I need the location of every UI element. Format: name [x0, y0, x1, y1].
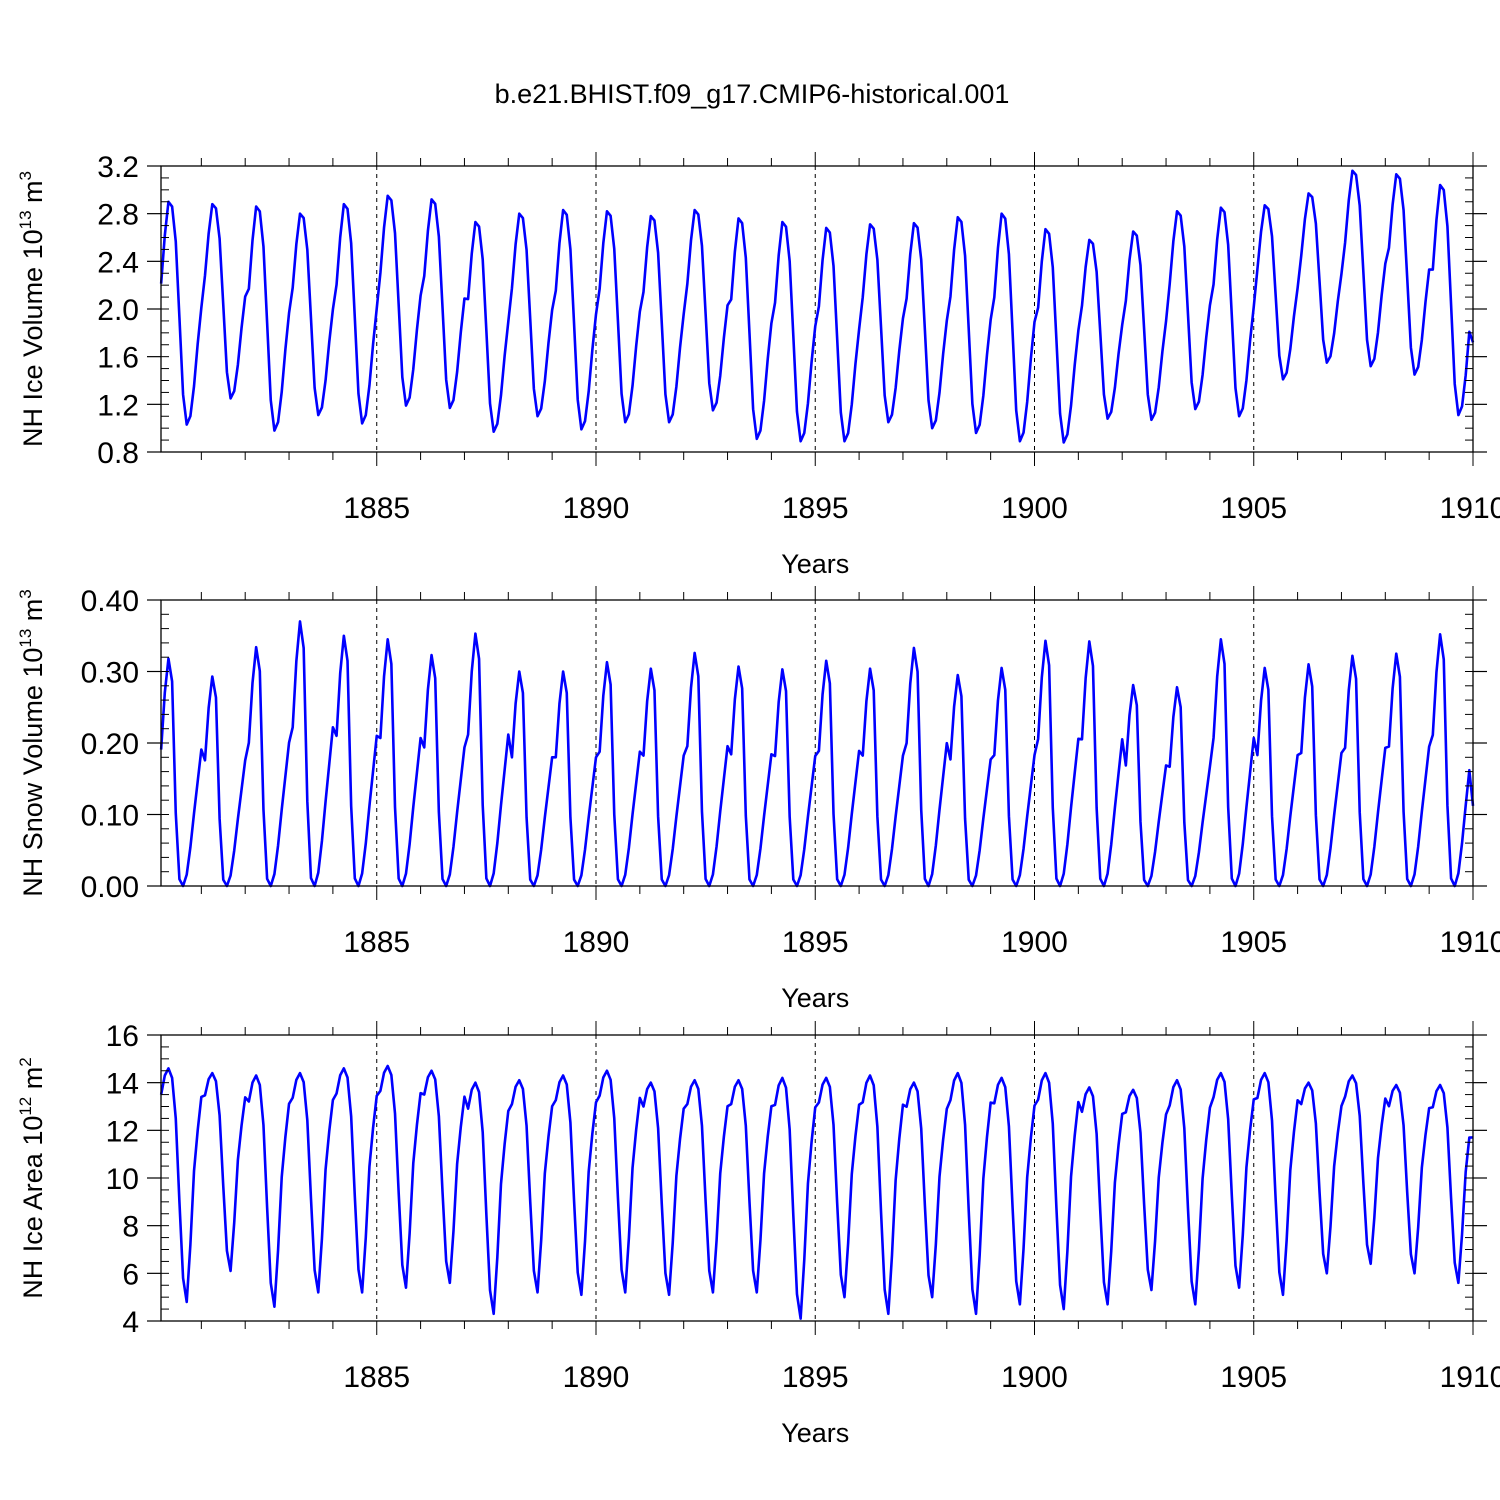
- x-tick-label: 1885: [343, 926, 410, 959]
- x-tick-label: 1910: [1440, 1361, 1500, 1394]
- x-tick-label: 1890: [563, 926, 630, 959]
- series-line: [159, 169, 1475, 444]
- x-tick-label: 1905: [1220, 1361, 1287, 1394]
- snow-volume-panel: 0.00 0.10 0.20 0.30 0.40 1885 1890 1895 1900 1905…: [16, 585, 1500, 1013]
- x-tick-label: 1895: [782, 492, 849, 525]
- y-tick-label: 16: [106, 1020, 139, 1053]
- x-tick-label: 1890: [563, 492, 630, 525]
- y-tick-label: 0.40: [81, 585, 139, 618]
- y-tick-label: 0.30: [81, 657, 139, 690]
- y-axis-title: NH Ice Area 1012 m2: [16, 1057, 48, 1298]
- x-axis-title: Years: [781, 1418, 849, 1448]
- x-axis-title: Years: [781, 983, 849, 1013]
- y-tick-label: 0.20: [81, 728, 139, 761]
- x-axis-title: Years: [781, 549, 849, 579]
- y-tick-label: 14: [106, 1068, 139, 1101]
- y-tick-label: 12: [106, 1115, 139, 1148]
- y-tick-label: 4: [122, 1306, 139, 1339]
- series-line: [159, 620, 1475, 888]
- ice-volume-panel: 0.8 1.2 1.6 2.0 2.4 2.8 3.2 1885 1890 1895 1900 190…: [16, 151, 1500, 579]
- y-tick-label: 2.4: [97, 246, 139, 279]
- y-tick-label: 1.6: [97, 342, 139, 375]
- y-tick-label: 0.8: [97, 437, 139, 470]
- y-tick-label: 0.10: [81, 800, 139, 833]
- y-tick-label: 1.2: [97, 389, 139, 422]
- x-tick-label: 1885: [343, 492, 410, 525]
- y-axis-title: NH Ice Volume 1013 m3: [16, 171, 48, 447]
- plot-frame: [160, 1034, 1474, 1322]
- x-tick-label: 1895: [782, 926, 849, 959]
- y-tick-label: 10: [106, 1163, 139, 1196]
- x-tick-label: 1900: [1001, 926, 1068, 959]
- ice-area-panel: 4 6 8 10 12 14 16 1885 1890 1895 1900 1905 1910 Years…: [16, 1020, 1500, 1448]
- x-tick-label: 1910: [1440, 926, 1500, 959]
- x-tick-label: 1890: [563, 1361, 630, 1394]
- y-tick-label: 2.0: [97, 294, 139, 327]
- y-tick-label: 3.2: [97, 151, 139, 184]
- y-tick-label: 0.00: [81, 871, 139, 904]
- x-tick-label: 1885: [343, 1361, 410, 1394]
- y-tick-label: 8: [122, 1211, 139, 1244]
- x-tick-label: 1905: [1220, 926, 1287, 959]
- x-tick-label: 1905: [1220, 492, 1287, 525]
- y-axis-title: NH Snow Volume 1013 m3: [16, 589, 48, 897]
- x-tick-label: 1910: [1440, 492, 1500, 525]
- y-tick-label: 2.8: [97, 199, 139, 232]
- x-tick-label: 1900: [1001, 492, 1068, 525]
- series-line: [159, 1064, 1474, 1320]
- x-tick-label: 1895: [782, 1361, 849, 1394]
- plot-frame: [160, 599, 1474, 887]
- y-tick-label: 6: [122, 1258, 139, 1291]
- x-tick-label: 1900: [1001, 1361, 1068, 1394]
- chart-title: b.e21.BHIST.f09_g17.CMIP6-historical.001: [495, 79, 1010, 109]
